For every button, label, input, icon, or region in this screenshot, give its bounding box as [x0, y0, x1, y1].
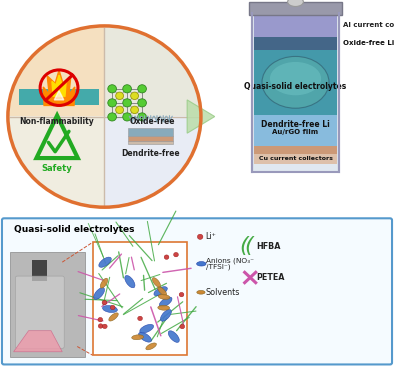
Text: Li⁺: Li⁺: [205, 232, 216, 241]
Circle shape: [116, 92, 124, 100]
Circle shape: [108, 85, 117, 93]
Bar: [128, 141, 173, 144]
Text: Solvents: Solvents: [206, 288, 240, 297]
Wedge shape: [8, 117, 104, 207]
Text: Non-flammability: Non-flammability: [19, 117, 93, 126]
Circle shape: [138, 85, 147, 93]
Ellipse shape: [288, 0, 303, 6]
Circle shape: [108, 99, 117, 107]
Text: /TFSI⁻): /TFSI⁻): [206, 263, 230, 270]
Bar: [19, 89, 98, 105]
Ellipse shape: [160, 309, 171, 321]
Ellipse shape: [102, 306, 117, 313]
Polygon shape: [52, 75, 66, 96]
Ellipse shape: [168, 331, 179, 342]
Wedge shape: [104, 26, 201, 117]
Ellipse shape: [140, 324, 154, 333]
Text: Al current collectors: Al current collectors: [343, 22, 394, 28]
Text: Au/rGO film: Au/rGO film: [272, 129, 319, 135]
Ellipse shape: [159, 297, 172, 307]
Circle shape: [131, 92, 139, 100]
Text: Safety: Safety: [42, 164, 72, 173]
Bar: [254, 115, 337, 146]
Text: (: (: [240, 236, 248, 256]
Ellipse shape: [154, 287, 167, 296]
Text: Cu current collectors: Cu current collectors: [258, 157, 333, 161]
Circle shape: [138, 99, 147, 107]
Ellipse shape: [197, 290, 205, 294]
FancyBboxPatch shape: [15, 276, 64, 349]
Ellipse shape: [158, 295, 170, 299]
Text: (: (: [244, 236, 253, 256]
Polygon shape: [187, 100, 215, 133]
Bar: [254, 37, 337, 50]
Ellipse shape: [197, 262, 206, 266]
Ellipse shape: [152, 278, 160, 287]
Text: Oxide-free: Oxide-free: [130, 117, 175, 126]
Bar: [254, 154, 337, 164]
Circle shape: [131, 106, 139, 114]
Circle shape: [123, 99, 132, 107]
Bar: [254, 146, 337, 154]
Bar: [254, 13, 337, 37]
Bar: [249, 2, 342, 15]
Text: PETEA: PETEA: [256, 273, 284, 282]
Bar: [128, 136, 173, 141]
Circle shape: [98, 324, 103, 328]
Text: Oxide-free Li₂S cathodes: Oxide-free Li₂S cathodes: [343, 40, 394, 47]
Bar: [32, 260, 47, 281]
Circle shape: [180, 324, 185, 329]
Ellipse shape: [270, 62, 321, 95]
Circle shape: [102, 300, 107, 305]
Text: HFBA: HFBA: [256, 242, 281, 250]
Text: Dendrite-free: Dendrite-free: [121, 149, 180, 158]
Circle shape: [123, 85, 132, 93]
Polygon shape: [13, 331, 62, 352]
Circle shape: [123, 113, 132, 121]
Text: Quasi-solid electrolytes: Quasi-solid electrolytes: [244, 81, 347, 91]
Circle shape: [108, 113, 117, 121]
Wedge shape: [104, 117, 201, 207]
Ellipse shape: [99, 257, 111, 267]
Ellipse shape: [125, 276, 135, 288]
Circle shape: [102, 324, 107, 329]
Ellipse shape: [109, 313, 118, 321]
Circle shape: [110, 305, 115, 310]
Circle shape: [164, 255, 169, 259]
Bar: [252, 13, 339, 172]
Ellipse shape: [94, 287, 104, 299]
Circle shape: [138, 113, 147, 121]
FancyBboxPatch shape: [2, 218, 392, 364]
Ellipse shape: [100, 278, 108, 288]
Bar: [10, 252, 85, 357]
Wedge shape: [8, 26, 104, 117]
Ellipse shape: [158, 287, 167, 296]
Polygon shape: [43, 70, 75, 105]
Ellipse shape: [158, 305, 170, 310]
Text: Anions (NO₃⁻: Anions (NO₃⁻: [206, 258, 254, 264]
Circle shape: [197, 234, 203, 239]
Ellipse shape: [132, 335, 143, 340]
Ellipse shape: [262, 57, 329, 108]
Ellipse shape: [146, 343, 156, 350]
Circle shape: [116, 106, 124, 114]
Circle shape: [174, 252, 178, 257]
Bar: [128, 128, 173, 136]
Circle shape: [138, 316, 142, 321]
Bar: [93, 242, 187, 355]
Ellipse shape: [139, 332, 151, 342]
Text: Quasi-solid electrolytes: Quasi-solid electrolytes: [14, 225, 134, 233]
Bar: [254, 50, 337, 115]
Polygon shape: [54, 91, 64, 100]
Circle shape: [179, 292, 184, 297]
Circle shape: [98, 317, 103, 322]
Text: Dendrite-free Li: Dendrite-free Li: [261, 120, 330, 130]
